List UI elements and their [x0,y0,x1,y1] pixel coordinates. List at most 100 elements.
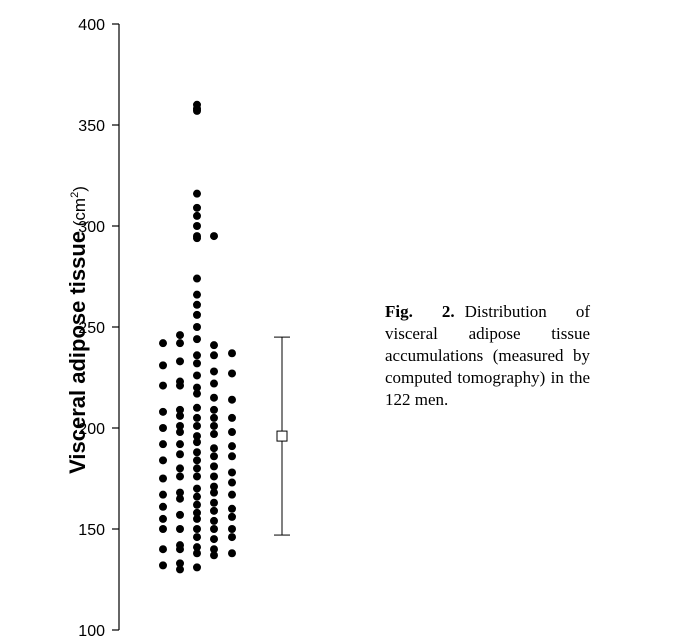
data-point [159,561,167,570]
data-point [176,565,184,574]
y-tick-label: 250 [78,320,105,337]
data-point [176,472,184,481]
data-point [210,444,218,453]
y-axis-label-unit-close: ) [70,186,89,192]
data-point [193,203,201,212]
data-point [176,464,184,473]
data-point [159,502,167,511]
data-point [193,549,201,558]
data-point [193,456,201,465]
caption-label: Fig. 2. [385,302,455,321]
data-point [176,357,184,366]
data-point [193,472,201,481]
data-point [176,545,184,554]
data-point [210,430,218,439]
data-point [193,351,201,360]
y-axis-label: Visceral adipose tissue (cm2) [65,186,90,474]
data-point [193,106,201,115]
data-point [210,367,218,376]
data-point [193,274,201,283]
y-ticks: 100 150 200 250 300 350 400 [78,17,119,638]
data-point [176,428,184,437]
data-point [193,464,201,473]
data-point [193,389,201,398]
data-point [193,525,201,533]
data-point [176,525,184,533]
data-point [159,339,167,348]
data-point [176,339,184,348]
data-point [228,349,236,358]
data-point [193,323,201,331]
data-point [210,516,218,525]
data-point [193,432,201,441]
data-point [210,551,218,560]
data-point [210,488,218,497]
data-point [193,448,201,457]
data-point [210,232,218,241]
data-point [159,407,167,416]
y-axis: 100 150 200 250 300 350 400 [78,17,120,638]
data-point [210,545,218,554]
data-point [159,456,167,465]
y-tick-label: 200 [78,421,105,438]
data-point [228,468,236,477]
data-point [193,359,201,368]
data-point [176,381,184,390]
data-point [210,379,218,388]
data-point [159,490,167,499]
data-point [193,335,201,344]
data-point [159,525,167,533]
data-point [193,543,201,552]
data-point [176,440,184,449]
data-point [193,438,201,447]
data-point [193,310,201,319]
data-point [193,403,201,412]
y-tick-label: 400 [78,17,105,34]
data-point [210,351,218,360]
data-point [193,533,201,542]
data-point [159,361,167,370]
data-point [176,421,184,430]
data-point [193,234,201,243]
data-point [193,222,201,230]
data-point [210,506,218,515]
y-tick-label: 150 [78,522,105,539]
data-point [193,492,201,501]
data-point [193,300,201,309]
data-point [228,525,236,533]
y-axis-label-superscript: 2 [69,192,81,198]
data-point [193,563,201,572]
data-point [193,290,201,299]
data-points [159,100,236,574]
y-axis-label-unit: (cm [70,198,89,231]
data-point [176,331,184,340]
data-point [193,189,201,198]
data-point [159,474,167,483]
data-point [210,462,218,471]
data-point [228,395,236,404]
data-point [210,341,218,350]
data-point [193,508,201,517]
data-point [176,450,184,459]
data-point [210,421,218,430]
data-point [210,498,218,507]
y-tick-label: 350 [78,118,105,135]
data-point [176,510,184,519]
data-point [176,559,184,568]
data-point [228,369,236,378]
data-point [228,512,236,521]
y-tick-label: 100 [78,623,105,638]
data-point [228,533,236,542]
data-point [159,545,167,554]
data-point [228,490,236,499]
data-point [210,472,218,481]
data-point [193,211,201,220]
data-point [193,371,201,380]
data-point [210,393,218,402]
mean-range-summary [274,336,290,536]
data-point [210,482,218,491]
data-point [228,452,236,461]
data-point [176,411,184,420]
y-tick-label: 300 [78,219,105,236]
